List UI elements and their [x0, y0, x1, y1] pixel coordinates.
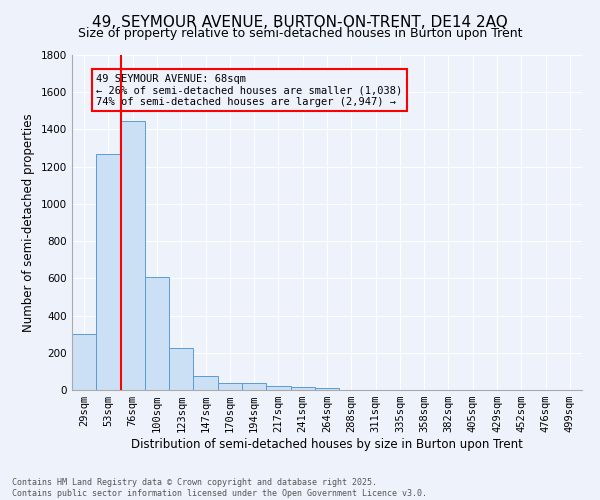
- Bar: [121, 121, 145, 390]
- Bar: [315, 388, 339, 390]
- Bar: [266, 386, 290, 390]
- Text: Size of property relative to semi-detached houses in Burton upon Trent: Size of property relative to semi-detach…: [78, 28, 522, 40]
- Bar: [96, 154, 121, 390]
- Bar: [290, 387, 315, 390]
- Text: 49, SEYMOUR AVENUE, BURTON-ON-TRENT, DE14 2AQ: 49, SEYMOUR AVENUE, BURTON-ON-TRENT, DE1…: [92, 15, 508, 30]
- Text: 49 SEYMOUR AVENUE: 68sqm
← 26% of semi-detached houses are smaller (1,038)
74% o: 49 SEYMOUR AVENUE: 68sqm ← 26% of semi-d…: [96, 74, 403, 107]
- Text: Contains HM Land Registry data © Crown copyright and database right 2025.
Contai: Contains HM Land Registry data © Crown c…: [12, 478, 427, 498]
- Y-axis label: Number of semi-detached properties: Number of semi-detached properties: [22, 113, 35, 332]
- Bar: [169, 348, 193, 390]
- Bar: [145, 278, 169, 390]
- Bar: [242, 384, 266, 390]
- X-axis label: Distribution of semi-detached houses by size in Burton upon Trent: Distribution of semi-detached houses by …: [131, 438, 523, 451]
- Bar: [218, 382, 242, 390]
- Bar: [193, 376, 218, 390]
- Bar: [72, 334, 96, 390]
